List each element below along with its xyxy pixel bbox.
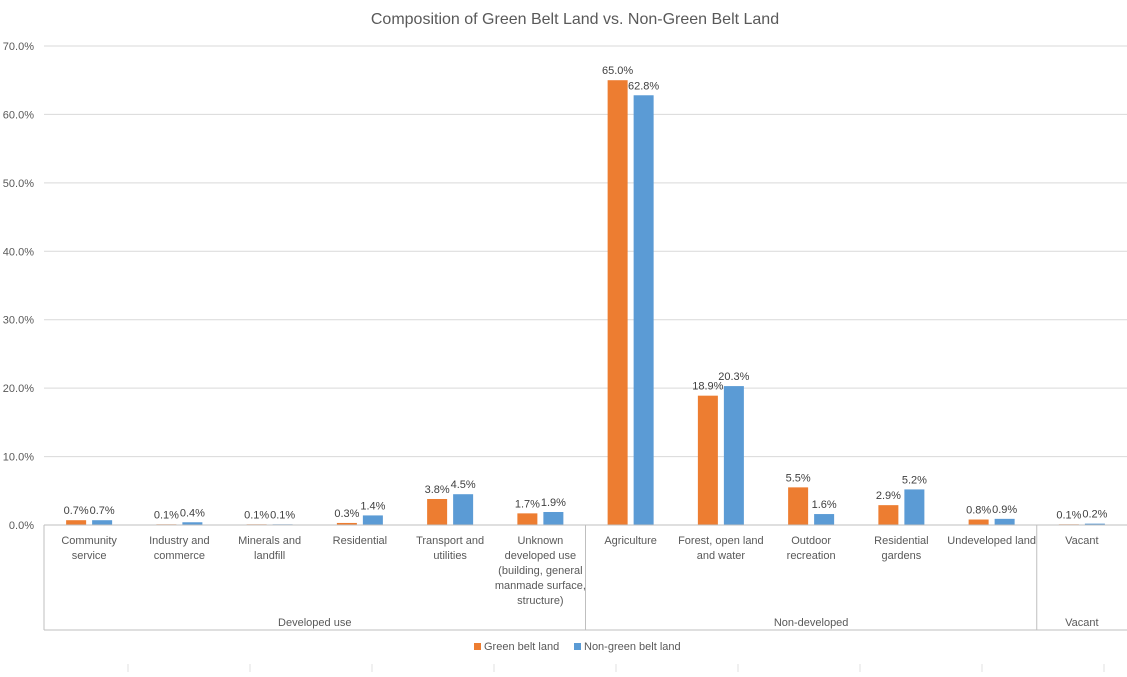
x-axis: Community service Industry and commerce Mine… xyxy=(43,524,1127,672)
bar xyxy=(362,515,383,525)
y-tick-label: 60.0% xyxy=(3,109,34,121)
data-label: 0.4% xyxy=(180,507,205,519)
bar xyxy=(633,95,654,526)
data-label: 3.8% xyxy=(425,484,450,496)
bar xyxy=(453,494,474,525)
legend-item[interactable]: Green belt land xyxy=(474,641,559,653)
legend-swatch xyxy=(574,643,581,650)
data-label: 2.9% xyxy=(876,490,901,502)
data-label: 5.5% xyxy=(786,472,811,484)
data-label: 0.3% xyxy=(334,508,359,520)
bar xyxy=(878,505,899,525)
data-label: 5.2% xyxy=(902,474,927,486)
data-label: 0.1% xyxy=(154,509,179,521)
bar xyxy=(517,513,538,525)
chart-title: Composition of Green Belt Land vs. Non-G… xyxy=(371,11,779,28)
bar xyxy=(788,487,809,525)
y-tick-label: 70.0% xyxy=(3,41,34,53)
x-tick-label: Vacant xyxy=(1065,535,1098,547)
bars xyxy=(66,80,1105,526)
x-tick-label: Forest, open land and water xyxy=(678,535,764,562)
group-label: Developed use xyxy=(278,617,351,629)
bar xyxy=(607,80,628,525)
data-label: 1.6% xyxy=(812,499,837,511)
y-axis-ticks: 0.0% 10.0% 20.0% 30.0% 40.0% 50.0% 60.0% 70.0% xyxy=(3,41,34,532)
data-label: 62.8% xyxy=(628,80,659,92)
bar xyxy=(814,514,835,525)
data-label: 1.4% xyxy=(360,500,385,512)
bar xyxy=(66,520,87,525)
x-tick-label: Residential xyxy=(333,535,387,547)
x-tick-label: Agriculture xyxy=(604,535,657,547)
x-tick-label: Minerals and landfill xyxy=(238,535,301,562)
bar xyxy=(968,519,989,525)
y-tick-label: 0.0% xyxy=(9,520,34,532)
x-tick-label: Unknown developed use (building, general ma… xyxy=(495,535,586,607)
data-label: 18.9% xyxy=(692,381,723,393)
data-label: 1.7% xyxy=(515,498,540,510)
data-labels: 0.7% 0.1% 0.1% 0.3%3.8%1.7%65.0%18.9%5.5%2.… xyxy=(64,65,1108,521)
data-label: 0.9% xyxy=(992,504,1017,516)
bar xyxy=(1084,523,1105,525)
y-tick-label: 30.0% xyxy=(3,315,34,327)
x-tick-label: Outdoor recreation xyxy=(787,535,836,562)
data-label: 20.3% xyxy=(718,371,749,383)
bar xyxy=(427,498,448,525)
grid-lines xyxy=(44,45,1127,526)
x-tick-label: Community service xyxy=(61,535,117,562)
bar xyxy=(904,489,925,525)
bar xyxy=(92,520,113,525)
bar xyxy=(723,386,744,525)
data-label: 0.1% xyxy=(270,509,295,521)
data-label: 0.7% xyxy=(64,505,89,517)
legend-item[interactable]: Non-green belt land xyxy=(574,641,681,653)
group-label: Non-developed xyxy=(774,617,849,629)
data-label: 1.9% xyxy=(541,497,566,509)
group-label: Vacant xyxy=(1065,617,1098,629)
data-label: 4.5% xyxy=(451,479,476,491)
x-tick-label: Residential gardens xyxy=(874,535,928,562)
bar xyxy=(543,511,564,525)
legend-label: Green belt land xyxy=(484,641,559,653)
y-tick-label: 20.0% xyxy=(3,383,34,395)
data-label: 0.1% xyxy=(244,509,269,521)
y-tick-label: 10.0% xyxy=(3,452,34,464)
bar xyxy=(336,522,357,525)
bar xyxy=(697,395,718,525)
bar xyxy=(182,522,203,525)
y-tick-label: 50.0% xyxy=(3,178,34,190)
y-tick-label: 40.0% xyxy=(3,246,34,258)
legend[interactable]: Green belt land Non-green belt land xyxy=(474,641,681,653)
data-label: 0.7% xyxy=(90,505,115,517)
data-label: 65.0% xyxy=(602,65,633,77)
legend-label: Non-green belt land xyxy=(584,641,681,653)
data-label: 0.2% xyxy=(1082,509,1107,521)
legend-swatch xyxy=(474,643,481,650)
x-tick-label: Industry and commerce xyxy=(149,535,210,562)
bar xyxy=(994,518,1015,525)
x-tick-label: Transport and utilities xyxy=(416,535,484,562)
x-tick-label: Undeveloped land xyxy=(947,535,1036,547)
data-label: 0.1% xyxy=(1056,509,1081,521)
data-label: 0.8% xyxy=(966,505,991,517)
